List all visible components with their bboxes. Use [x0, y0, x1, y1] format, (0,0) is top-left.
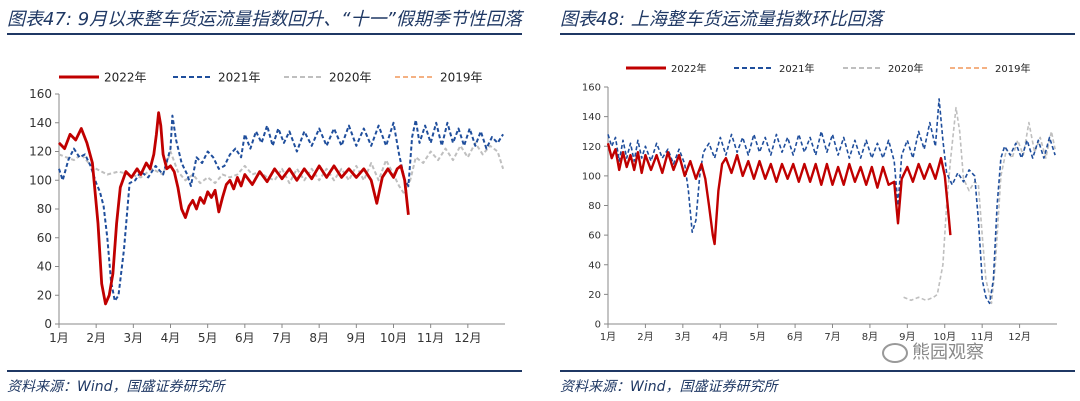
y-tick-label: 120	[29, 145, 52, 159]
title-rule	[7, 33, 522, 35]
x-tick-label: 1月	[600, 331, 616, 343]
y-tick-label: 100	[29, 173, 52, 187]
y-tick-label: 60	[37, 231, 52, 245]
x-tick-label: 3月	[675, 331, 691, 343]
y-tick-label: 100	[582, 171, 601, 182]
source-rule	[7, 370, 522, 372]
y-tick-label: 0	[44, 317, 52, 331]
legend-label: 2020年	[329, 71, 372, 85]
x-tick-label: 7月	[824, 331, 840, 343]
x-tick-label: 11月	[417, 331, 444, 345]
y-tick-label: 40	[588, 260, 601, 271]
source-note: 资料来源：Wind，国盛证券研究所	[560, 379, 778, 395]
x-tick-label: 9月	[347, 331, 367, 345]
x-tick-label: 4月	[161, 331, 181, 345]
series-line-2021年	[607, 98, 1056, 305]
x-tick-label: 2月	[86, 331, 106, 345]
title-rule	[560, 33, 1075, 35]
legend-label: 2022年	[104, 71, 147, 85]
y-tick-label: 120	[582, 142, 601, 153]
y-tick-label: 140	[582, 112, 601, 123]
series-line-2022年	[58, 111, 410, 306]
x-tick-label: 8月	[309, 331, 329, 345]
y-tick-label: 20	[588, 290, 601, 301]
x-tick-label: 12月	[454, 331, 481, 345]
y-tick-label: 160	[582, 83, 601, 94]
x-tick-label: 1月	[49, 331, 69, 345]
y-tick-label: 80	[588, 201, 601, 212]
legend-label: 2019年	[995, 62, 1030, 75]
line-chart: 0 20 40 60 80 100 120 140 160 1月 2月 3月 4月 5月 6月 7月 8月 9月 1…	[582, 62, 1057, 343]
x-tick-label: 7月	[272, 331, 292, 345]
x-tick-label: 5月	[198, 331, 218, 345]
series-line-2020年	[903, 106, 1056, 305]
legend-label: 2021年	[218, 71, 261, 85]
watermark-text: 熊园观察	[912, 342, 984, 363]
line-chart: 0 20 40 60 80 100 120 140 160 1月 2月 3月 4月 5月 6月 7月 8月 9月 1…	[29, 71, 505, 345]
series-line-2021年	[58, 114, 504, 302]
x-tick-label: 2月	[637, 331, 653, 343]
y-tick-label: 0	[595, 320, 601, 331]
source-rule	[560, 370, 1075, 372]
legend-label: 2020年	[888, 62, 923, 75]
figure-title: 图表47: 9月以来整车货运流量指数回升、“十一”假期季节性回落	[7, 9, 522, 30]
x-tick-label: 11月	[971, 331, 994, 343]
legend-label: 2021年	[779, 62, 814, 75]
y-tick-label: 160	[29, 87, 52, 101]
x-tick-label: 10月	[380, 331, 407, 345]
chart-panel-left: 图表47: 9月以来整车货运流量指数回升、“十一”假期季节性回落 0 20 40 60…	[7, 0, 522, 401]
x-tick-label: 3月	[124, 331, 144, 345]
chart-panel-right: 图表48: 上海整车货运流量指数环比回落 0 20 40 60 80 100 120 140 1…	[560, 0, 1075, 401]
figure-title: 图表48: 上海整车货运流量指数环比回落	[560, 9, 883, 30]
x-tick-label: 5月	[749, 331, 765, 343]
legend-label: 2022年	[671, 62, 706, 75]
y-tick-label: 80	[37, 202, 52, 216]
series-line-2020年	[58, 141, 505, 196]
wechat-icon	[882, 343, 908, 363]
legend-label: 2019年	[440, 71, 483, 85]
y-tick-label: 140	[29, 116, 52, 130]
x-tick-label: 6月	[787, 331, 803, 343]
x-tick-label: 8月	[862, 331, 878, 343]
series-line-2022年	[606, 143, 952, 246]
y-tick-label: 60	[588, 231, 601, 242]
y-tick-label: 20	[37, 288, 52, 302]
x-tick-label: 12月	[1008, 331, 1031, 343]
watermark: 熊园观察	[882, 338, 984, 364]
x-tick-label: 10月	[933, 331, 956, 343]
x-tick-label: 9月	[899, 331, 915, 343]
source-note: 资料来源：Wind，国盛证券研究所	[7, 379, 225, 395]
x-tick-label: 4月	[712, 331, 728, 343]
y-tick-label: 40	[37, 260, 52, 274]
x-tick-label: 6月	[235, 331, 255, 345]
